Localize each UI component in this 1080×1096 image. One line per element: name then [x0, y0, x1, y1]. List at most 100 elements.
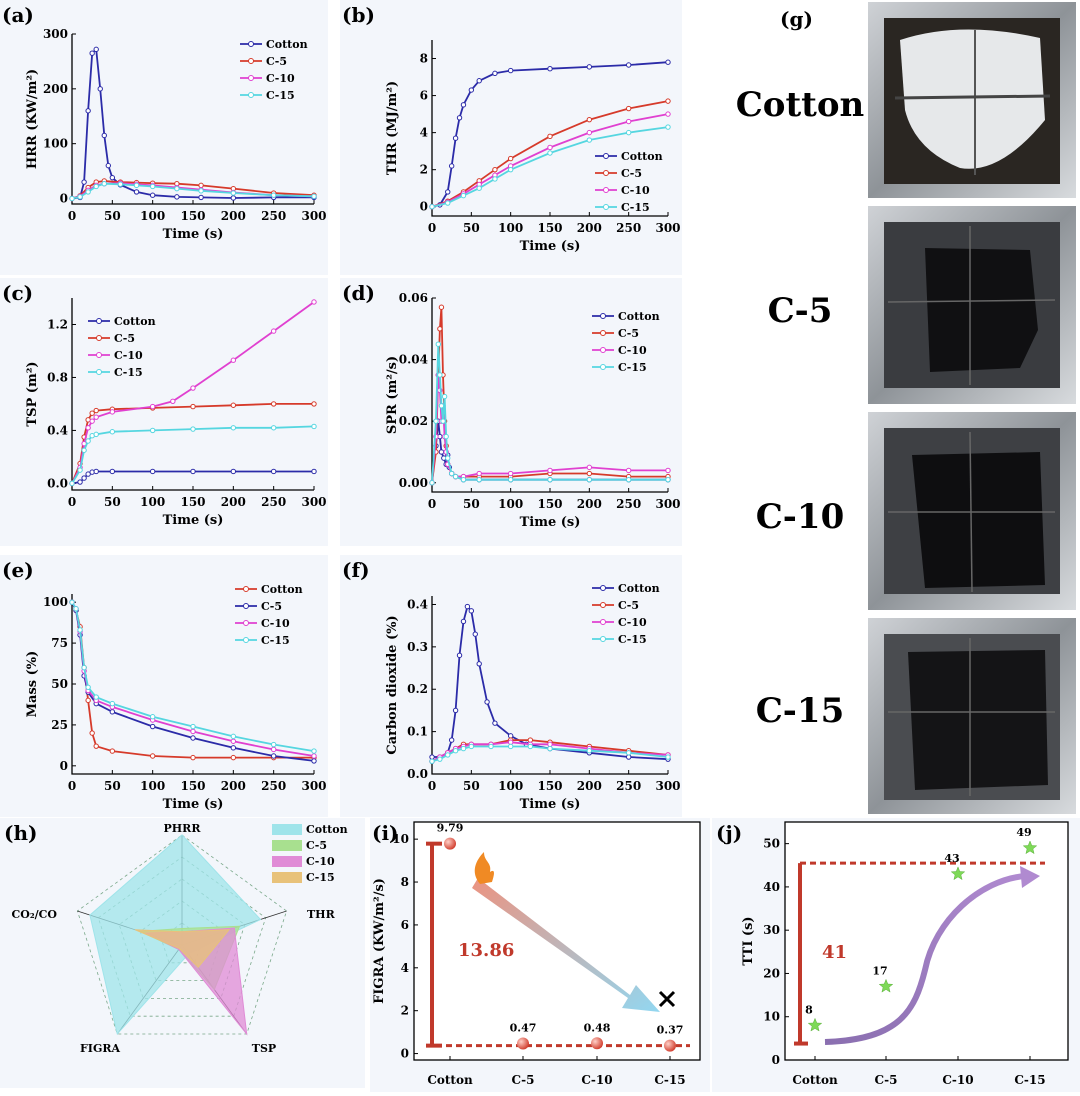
data-point [85, 108, 91, 114]
photo-cotton [868, 2, 1076, 198]
y-tick-label: 300 [43, 27, 68, 41]
photo-label-c10: C-10 [756, 497, 845, 537]
x-tick-label: Cotton [792, 1073, 838, 1087]
data-point [476, 661, 482, 667]
data-point [270, 746, 277, 753]
data-point [440, 418, 446, 424]
data-point [230, 733, 237, 740]
data-point [109, 429, 116, 435]
legend-swatch [272, 840, 302, 851]
legend-label: C-10 [618, 344, 647, 357]
series-line-cotton [71, 47, 314, 200]
data-point [93, 414, 99, 420]
legend-label: C-15 [618, 633, 647, 646]
legend-swatch [272, 872, 302, 883]
data-point-star [807, 1017, 823, 1032]
data-point [547, 133, 553, 140]
data-point [441, 393, 448, 400]
x-tick-label: 250 [616, 497, 641, 511]
y-axis-label: FIGRA (KW/m²/s) [372, 878, 387, 1004]
y-tick-label: 100 [43, 137, 68, 151]
legend-marker [600, 585, 606, 591]
data-point [444, 837, 456, 850]
data-point [547, 745, 553, 752]
data-point [492, 70, 498, 77]
data-point [170, 398, 176, 404]
x-tick-label: 0 [68, 209, 76, 223]
data-point [149, 714, 156, 720]
data-point [230, 190, 237, 196]
legend-marker [243, 586, 249, 592]
data-point [429, 204, 435, 210]
radar-grid [118, 878, 246, 999]
legend-marker [603, 153, 609, 159]
data-point [507, 67, 514, 74]
y-tick-label: 0 [401, 1047, 409, 1061]
x-tick-label: 150 [180, 209, 205, 223]
y-axis-label: Carbon dioxide (%) [385, 615, 400, 754]
legend-marker [96, 369, 102, 375]
legend-label: C-10 [618, 616, 647, 629]
x-tick-label: C-5 [512, 1073, 535, 1087]
data-point [507, 743, 514, 750]
data-point [85, 697, 91, 704]
data-point [174, 194, 180, 200]
y-tick-label: 40 [763, 880, 780, 894]
x-tick-label: 100 [140, 779, 165, 793]
legend-label: C-15 [306, 871, 335, 884]
data-point [665, 98, 671, 104]
data-point [484, 699, 490, 705]
x-tick-label: 300 [655, 497, 680, 511]
data-point [429, 758, 435, 764]
x-axis-label: Time (s) [520, 515, 581, 530]
radar-axis-label: CO₂/CO [11, 908, 57, 921]
panel-e-mass: 0 50 100 150 200 250 300 0 25 50 75 100 Time (s) Mass… [0, 555, 328, 817]
y-tick-label: 50 [763, 837, 780, 851]
data-point [625, 476, 632, 483]
legend-label: C-15 [621, 201, 650, 214]
data-point [507, 470, 514, 477]
legend-label: C-10 [621, 184, 650, 197]
x-tick-label: 0 [428, 497, 436, 511]
x-tick-label: C-10 [581, 1073, 612, 1087]
data-point [586, 476, 593, 483]
data-point [665, 111, 671, 117]
data-point [438, 449, 445, 455]
data-point [547, 476, 553, 483]
data-point [81, 179, 87, 185]
data-point [445, 189, 451, 195]
data-point [468, 608, 475, 614]
y-axis-label: TTI (s) [741, 916, 756, 965]
data-point [89, 50, 95, 56]
data-point [89, 418, 95, 424]
y-axis-label: THR (MJ/m²) [385, 81, 400, 175]
data-point [270, 192, 277, 198]
legend-marker [96, 335, 102, 341]
data-point [586, 470, 593, 477]
legend-label: C-15 [114, 366, 143, 379]
data-point [230, 468, 237, 475]
data-point [230, 357, 237, 363]
data-point [460, 102, 467, 108]
data-point [85, 471, 91, 477]
data-point [93, 183, 99, 190]
data-point [93, 46, 99, 53]
data-point [230, 425, 237, 431]
radar-axis-label: THR [307, 908, 336, 921]
data-point [81, 475, 87, 481]
data-point [190, 735, 196, 741]
data-point [311, 423, 317, 430]
data-point [460, 618, 467, 625]
x-tick-label: 150 [180, 779, 205, 793]
legend-label: Cotton [261, 583, 303, 596]
data-point [468, 743, 475, 750]
series-line-c-15 [71, 601, 315, 752]
extinguished-icon [658, 990, 676, 1008]
x-tick-label: 200 [577, 497, 602, 511]
data-point [586, 129, 593, 136]
data-point [586, 137, 593, 143]
y-tick-label: 30 [763, 923, 780, 937]
data-point [547, 467, 553, 474]
data-point [89, 410, 95, 416]
data-point [230, 195, 237, 201]
